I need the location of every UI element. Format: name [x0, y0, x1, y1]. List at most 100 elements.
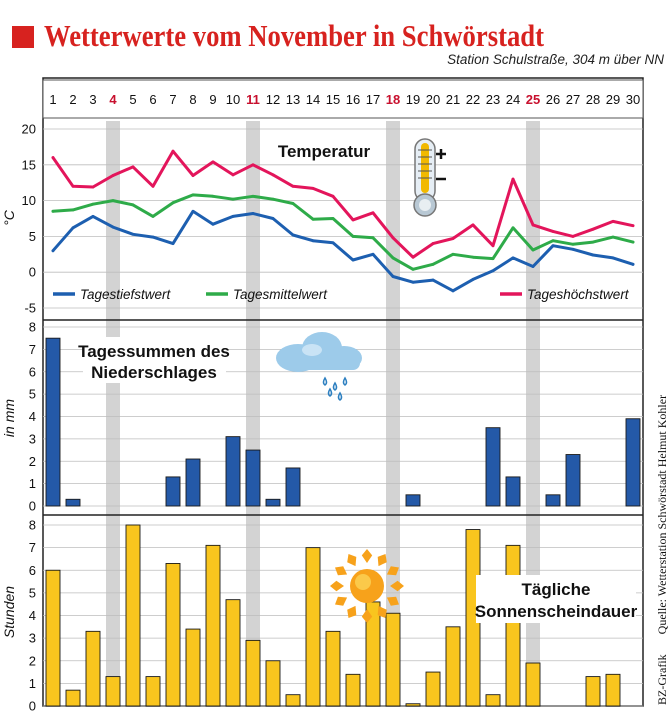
sun-ray — [377, 605, 387, 618]
precipitation-title-line2: Niederschlages — [91, 363, 217, 382]
day-label-5: 5 — [129, 92, 136, 107]
point-mean-day-21 — [451, 252, 455, 256]
day-label-4: 4 — [109, 92, 117, 107]
weekend-band-day-25 — [526, 121, 540, 706]
point-high-day-21 — [451, 237, 455, 240]
temperature-tick-0: 0 — [29, 265, 36, 280]
precipitation-bar-day-11 — [245, 449, 261, 507]
point-mean-day-3 — [91, 202, 95, 206]
point-high-day-8 — [191, 174, 195, 177]
day-label-14: 14 — [306, 92, 320, 107]
legend-label-low: Tagestiefstwert — [80, 287, 172, 302]
point-high-day-22 — [471, 223, 475, 227]
point-low-day-9 — [211, 222, 215, 226]
day-label-30: 30 — [626, 92, 640, 107]
point-low-day-4 — [111, 225, 115, 229]
point-mean-day-4 — [111, 199, 115, 203]
point-mean-day-12 — [271, 197, 275, 201]
sun-icon — [330, 549, 404, 623]
point-mean-day-6 — [151, 214, 155, 218]
precipitation-bar-day-27 — [565, 454, 581, 507]
day-label-16: 16 — [346, 92, 360, 107]
temperature-tick-15: 15 — [22, 157, 36, 172]
point-mean-day-13 — [291, 202, 295, 205]
precipitation-tick-8: 8 — [29, 320, 36, 335]
day-label-27: 27 — [566, 92, 580, 107]
point-low-day-27 — [571, 247, 575, 251]
point-low-day-10 — [231, 214, 235, 218]
day-label-12: 12 — [266, 92, 280, 107]
sunshine-bar-day-6 — [145, 676, 161, 707]
day-label-25: 25 — [526, 92, 540, 107]
point-low-day-24 — [511, 256, 515, 260]
point-low-day-8 — [191, 209, 195, 213]
sunshine-title-bg — [476, 575, 636, 623]
day-label-3: 3 — [89, 92, 96, 107]
point-low-day-25 — [531, 265, 535, 268]
sunshine-tick-3: 3 — [29, 631, 36, 646]
temperature-tick-20: 20 — [22, 122, 36, 137]
day-label-29: 29 — [606, 92, 620, 107]
credit-source: Quelle: Wetterstation Schwörstadt Helmut… — [655, 394, 669, 635]
sunshine-bar-day-29 — [605, 673, 621, 707]
day-label-2: 2 — [69, 92, 76, 107]
precipitation-tick-7: 7 — [29, 342, 36, 357]
point-high-day-1 — [51, 156, 55, 160]
point-mean-day-22 — [471, 255, 475, 259]
sunshine-bar-day-24 — [505, 544, 521, 707]
point-high-day-24 — [511, 177, 515, 181]
point-mean-day-7 — [171, 201, 175, 205]
sunshine-tick-1: 1 — [29, 676, 36, 691]
title-marker-square — [12, 26, 34, 48]
sunshine-bar-day-19 — [405, 703, 421, 707]
precipitation-bar-day-24 — [505, 476, 521, 507]
sunshine-bar-day-8 — [185, 628, 201, 707]
day-label-15: 15 — [326, 92, 340, 107]
point-high-day-23 — [491, 244, 495, 248]
point-mean-day-14 — [311, 217, 315, 221]
precipitation-tick-6: 6 — [29, 364, 36, 379]
point-high-day-10 — [231, 173, 235, 177]
sunshine-tick-7: 7 — [29, 540, 36, 555]
point-high-day-18 — [391, 236, 395, 240]
series-line-mean — [51, 193, 635, 271]
series-line-high — [51, 149, 635, 259]
point-mean-day-20 — [431, 262, 435, 266]
sunshine-bar-day-11 — [245, 639, 261, 707]
day-label-10: 10 — [226, 92, 240, 107]
point-high-day-7 — [171, 149, 175, 153]
day-labels: 1 2 3 4 5 6 7 8 9 10 11 12 13 14 15 16 17 18 19 20 21 22 23 24 2… — [49, 92, 640, 107]
sunshine-bar-day-3 — [85, 630, 101, 707]
legend-label-high: Tageshöchstwert — [527, 287, 630, 302]
point-low-day-12 — [271, 217, 275, 220]
sunshine-bar-day-25 — [525, 662, 541, 707]
series-line-low — [51, 209, 635, 293]
precipitation-bar-day-19 — [405, 494, 421, 507]
point-mean-day-1 — [51, 209, 55, 213]
point-mean-day-25 — [531, 248, 535, 252]
point-mean-day-27 — [571, 242, 575, 246]
point-low-day-23 — [491, 269, 495, 273]
point-high-day-27 — [571, 235, 575, 238]
point-high-day-17 — [371, 211, 375, 215]
point-low-day-3 — [91, 214, 95, 218]
day-label-13: 13 — [286, 92, 300, 107]
weekend-band-day-18 — [386, 121, 400, 706]
point-high-day-26 — [551, 229, 555, 233]
sunshine-bar-day-1 — [45, 569, 61, 707]
sunshine-bar-day-15 — [325, 630, 341, 707]
point-high-day-11 — [251, 163, 255, 167]
point-low-day-6 — [151, 235, 155, 239]
legend-item-low: Tagestiefstwert — [53, 287, 172, 302]
point-low-day-16 — [351, 258, 355, 262]
point-low-day-26 — [551, 244, 555, 248]
sun-ray — [390, 580, 404, 592]
precipitation-tick-1: 1 — [29, 476, 36, 491]
precipitation-title-line1: Tagessummen des — [78, 342, 230, 361]
sun-ray — [386, 566, 399, 576]
temperature-ylabel: °C — [1, 209, 17, 226]
temperature-title-bg — [273, 138, 375, 164]
point-low-day-7 — [171, 242, 175, 245]
sunshine-tick-4: 4 — [29, 608, 36, 623]
sunshine-tick-0: 0 — [29, 699, 36, 714]
